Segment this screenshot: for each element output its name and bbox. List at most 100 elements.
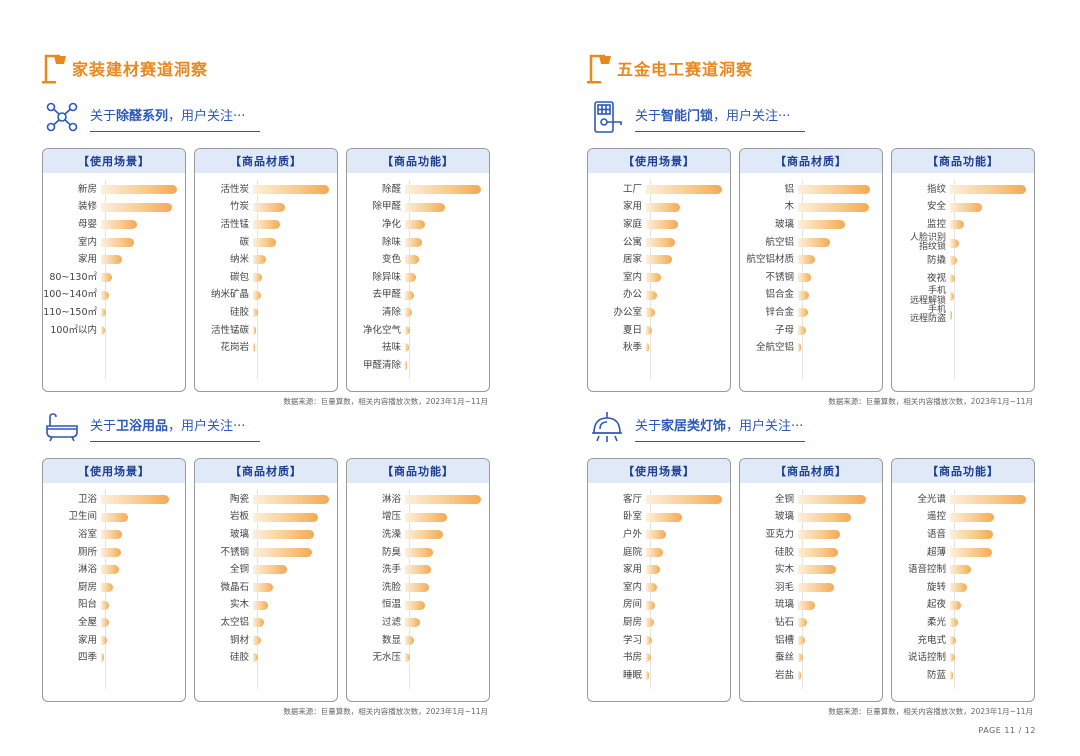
bar-label: 增压 [381, 511, 401, 523]
bar [798, 565, 836, 575]
panel-subtitle: 关于家居类灯饰，用户关注··· [587, 410, 805, 444]
bar-label: 蚕丝 [774, 652, 794, 664]
bar-label: 语音控制 [907, 564, 946, 576]
bar-row: 蚕丝 [740, 649, 882, 667]
chandelier-icon [587, 410, 627, 444]
bar-track [950, 649, 1026, 667]
bar-track [646, 181, 722, 199]
bar-track [253, 579, 329, 597]
bar-track [405, 287, 481, 305]
bar-track [646, 579, 722, 597]
bar-row: 阳台 [43, 597, 185, 615]
bar-label: 洗脸 [381, 581, 401, 593]
bar-row: 秋季 [588, 339, 730, 357]
bar-label: 活性炭 [220, 183, 249, 195]
bar-label: 装修 [77, 201, 97, 213]
bar-label: 卧室 [622, 511, 642, 523]
bar-track [101, 579, 177, 597]
bar [101, 618, 109, 628]
bar-track [405, 579, 481, 597]
bar-track [101, 649, 177, 667]
bar-track [405, 614, 481, 632]
bar-label: 起夜 [926, 599, 946, 611]
bar [646, 670, 650, 680]
bar-label: 竹炭 [229, 201, 249, 213]
bar-label: 活性锰 [220, 218, 249, 230]
bar-track [405, 544, 481, 562]
bar-label: 家用 [77, 634, 97, 646]
bar [646, 495, 722, 504]
bar-label: 80~130㎡ [49, 271, 97, 283]
bar-label: 铝合金 [765, 289, 794, 301]
bar-label: 铝 [784, 183, 794, 195]
bar-row: 清除 [347, 304, 489, 322]
bar [253, 237, 276, 247]
chart-box-header: 【商品材质】 [740, 149, 882, 173]
bar-track [646, 597, 722, 615]
bar-row: 变色 [347, 251, 489, 269]
bar-track [950, 181, 1026, 199]
bar-track [253, 216, 329, 234]
bar-track [646, 287, 722, 305]
bar-label: 书房 [622, 652, 642, 664]
bar-label: 防撬 [926, 255, 946, 267]
bar-row: 四季 [43, 649, 185, 667]
bar-row: 说话控制 [892, 649, 1034, 667]
bar [101, 255, 123, 265]
bar-label: 岩盐 [774, 669, 794, 681]
bar [950, 202, 982, 212]
bar [950, 600, 962, 610]
bar-row: 防撬 [892, 252, 1034, 270]
bar-row: 活性炭 [195, 181, 337, 199]
bar [101, 582, 114, 592]
source-note: 数据来源：巨量算数，相关内容播放次数，2023年1月~11月 [283, 707, 488, 716]
bar-label: 安全 [926, 201, 946, 213]
bar-track [646, 509, 722, 527]
bar [253, 343, 256, 353]
bar [405, 308, 412, 318]
bar-row: 夏日 [588, 322, 730, 340]
bar-row: 祛味 [347, 339, 489, 357]
bar-rows: 除醛 除甲醛 净化 除味 变色 除异味 去甲醛 清除 净化空气 祛味 甲醛清除 [347, 181, 489, 375]
bar [950, 582, 968, 592]
bar-label: 厨房 [77, 581, 97, 593]
bar-track [101, 597, 177, 615]
bar-track [798, 632, 874, 650]
bar-row: 硅胶 [195, 304, 337, 322]
bar-track [101, 199, 177, 217]
bar [253, 653, 258, 663]
bar-track [646, 251, 722, 269]
bar-track [646, 614, 722, 632]
bar [101, 202, 172, 212]
bar-label: 数显 [381, 634, 401, 646]
bar [405, 325, 411, 335]
bar-row: 洗澡 [347, 526, 489, 544]
bar-label: 100㎡以内 [50, 324, 97, 336]
bar-label: 家庭 [622, 218, 642, 230]
bar-track [253, 597, 329, 615]
bar-row: 铝合金 [740, 287, 882, 305]
bar-label: 纳米 [229, 254, 249, 266]
bar-row: 活性锰碳 [195, 322, 337, 340]
bar [405, 202, 445, 212]
bar-label: 旋转 [926, 581, 946, 593]
bar-label: 子母 [774, 324, 794, 336]
bar [253, 582, 273, 592]
bar-label: 四季 [77, 652, 97, 664]
bar-row: 室内 [588, 579, 730, 597]
bar [101, 600, 110, 610]
subtitle-underline [635, 441, 805, 442]
bar-row: 充电式 [892, 632, 1034, 650]
bar-track [101, 322, 177, 340]
bar-label: 母婴 [77, 218, 97, 230]
bar-track [646, 667, 722, 685]
bar [405, 635, 415, 645]
bar-label: 家用 [77, 254, 97, 266]
bar-row: 遥控 [892, 509, 1034, 527]
bar-row: 新房 [43, 181, 185, 199]
bar-row: 100~140㎡ [43, 287, 185, 305]
source-note: 数据来源：巨量算数，相关内容播放次数，2023年1月~11月 [828, 397, 1033, 406]
bar-label: 玻璃 [774, 511, 794, 523]
chart-box: 【使用场景】 工厂 家用 家庭 公寓 居家 室内 办公 办公室 夏日 秋季 [587, 148, 731, 392]
bar-label: 家用 [622, 201, 642, 213]
